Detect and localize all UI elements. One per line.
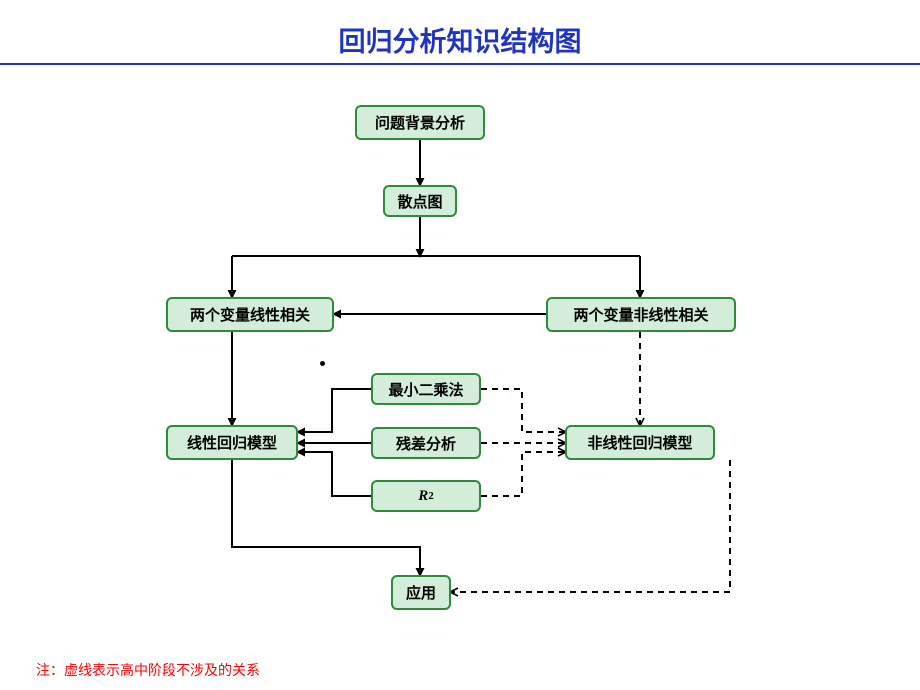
title-rule: [0, 63, 920, 65]
edge: [481, 452, 565, 496]
page-title: 回归分析知识结构图: [0, 20, 920, 59]
edge: [232, 460, 420, 575]
node-n4: 两个变量非线性相关: [546, 297, 736, 332]
edges-layer: [0, 0, 920, 690]
node-n3: 两个变量线性相关: [166, 297, 334, 332]
node-n2: 散点图: [383, 185, 457, 217]
edge: [298, 389, 371, 432]
node-n5: 线性回归模型: [166, 425, 298, 460]
node-n7: 最小二乘法: [371, 373, 481, 405]
decorative-dot: [320, 361, 325, 366]
node-n8: 残差分析: [371, 427, 481, 459]
node-n6: 非线性回归模型: [565, 425, 715, 460]
node-n10: 应用: [391, 575, 451, 610]
footnote: 注：虚线表示高中阶段不涉及的关系: [36, 660, 260, 680]
edge: [298, 452, 371, 496]
edge: [451, 460, 730, 592]
node-n9: R2: [371, 480, 481, 512]
edge: [481, 389, 565, 432]
node-n1: 问题背景分析: [355, 105, 485, 140]
